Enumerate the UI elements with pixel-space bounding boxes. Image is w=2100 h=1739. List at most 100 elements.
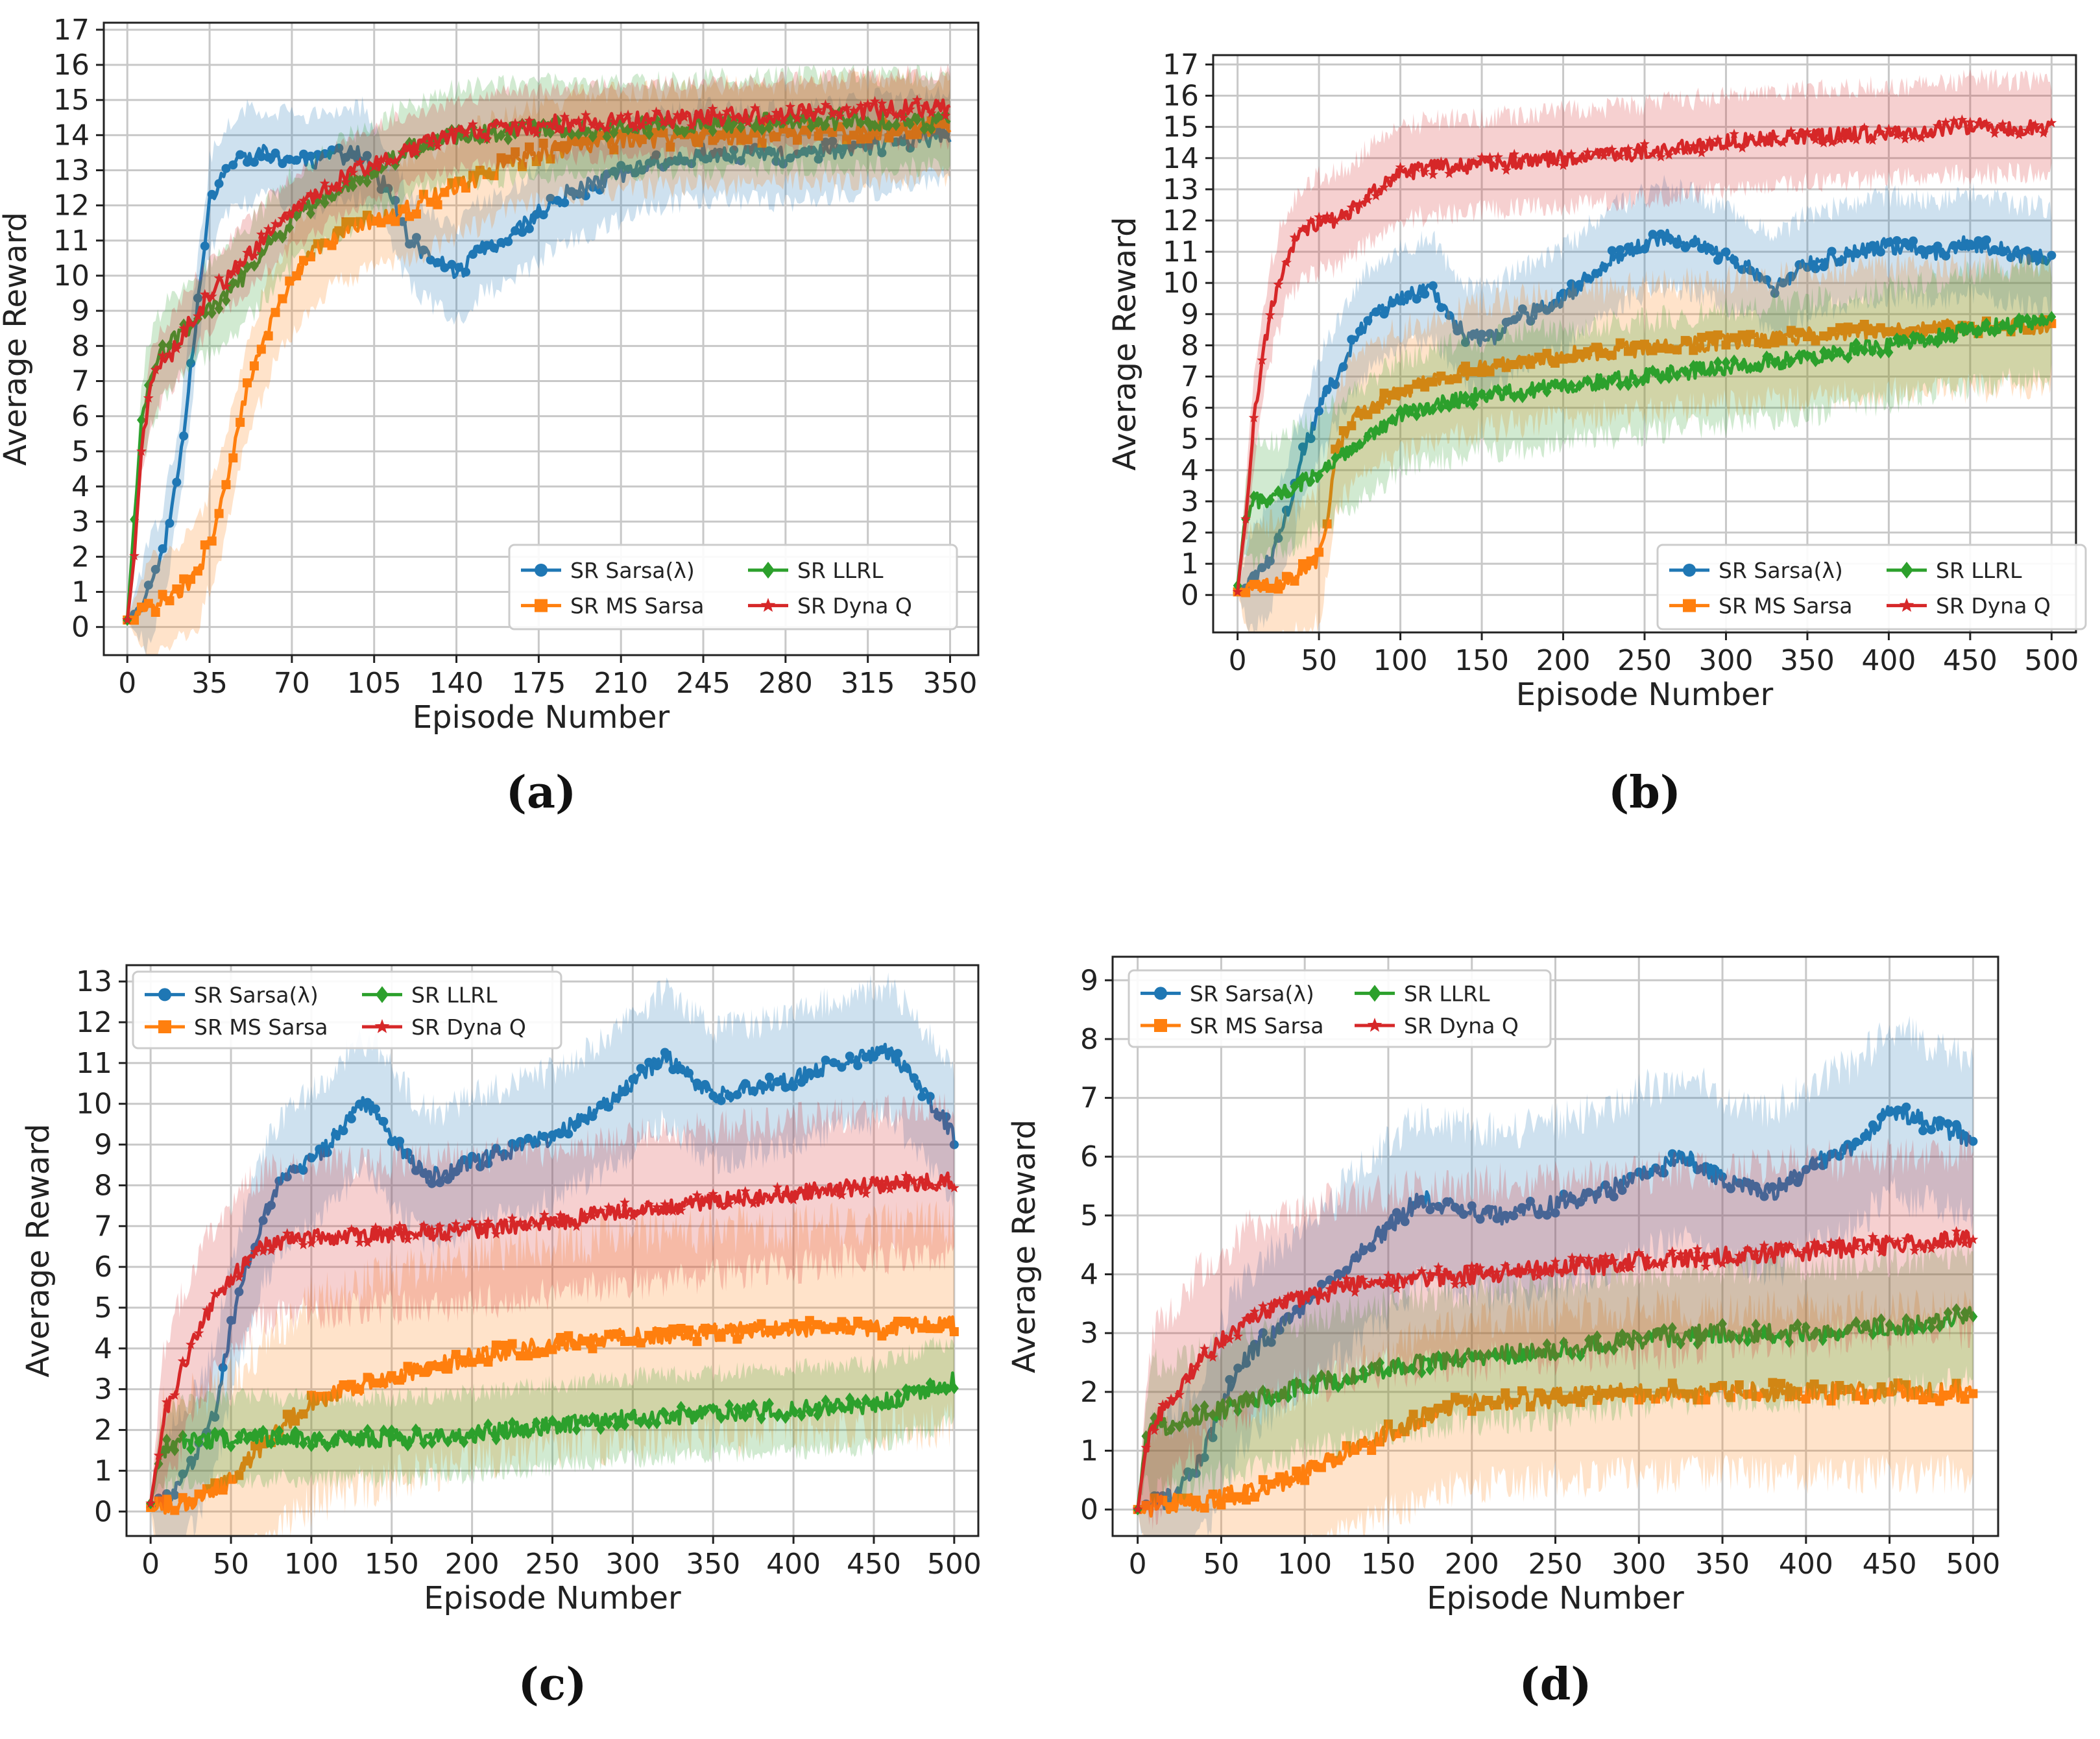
confidence-band: [1237, 252, 2052, 586]
data-point: [330, 1232, 341, 1242]
data-point: [378, 1227, 389, 1238]
legend-item: SR LLRL: [1887, 558, 2022, 583]
data-point: [538, 138, 548, 148]
data-point: [919, 101, 930, 111]
data-point: [708, 1188, 719, 1199]
data-point: [322, 1440, 332, 1453]
data-point: [1322, 461, 1332, 474]
data-point: [1998, 247, 2008, 257]
data-point: [1149, 1425, 1160, 1435]
y-tick-label: 7: [71, 365, 90, 398]
data-point: [1591, 269, 1600, 278]
data-point: [355, 1384, 365, 1394]
data-point: [1400, 1363, 1410, 1376]
data-point: [1745, 132, 1756, 142]
data-point: [904, 104, 915, 114]
data-point: [708, 136, 718, 145]
data-point: [1509, 1211, 1519, 1221]
data-point: [1785, 1392, 1794, 1402]
data-point: [1567, 1349, 1577, 1361]
data-point: [1366, 1277, 1377, 1288]
data-point: [764, 1072, 774, 1082]
data-point: [411, 209, 421, 219]
data-point: [524, 1134, 533, 1144]
data-point: [1730, 354, 1739, 366]
data-point: [524, 224, 534, 234]
data-point: [1592, 1330, 1602, 1343]
series-sr-dyna-q: [1232, 69, 2057, 597]
data-point: [885, 1325, 895, 1334]
data-point: [410, 1230, 421, 1241]
data-point: [1350, 1253, 1360, 1263]
data-point: [844, 1181, 855, 1191]
data-point: [1943, 1306, 1953, 1319]
data-point: [604, 1330, 614, 1339]
data-point: [1819, 262, 1829, 272]
data-point: [1718, 1172, 1728, 1182]
data-point: [806, 121, 816, 133]
data-point: [1428, 377, 1438, 387]
data-point: [1651, 1327, 1661, 1339]
data-point: [1216, 1400, 1226, 1413]
data-point: [1362, 194, 1373, 204]
data-point: [813, 1320, 823, 1330]
data-point: [1591, 380, 1600, 392]
data-point: [1509, 149, 1520, 159]
data-point: [1583, 274, 1593, 283]
data-point: [2022, 313, 2032, 325]
data-point: [1712, 134, 1723, 144]
data-point: [1918, 1126, 1928, 1136]
data-point: [1935, 1321, 1944, 1333]
data-point: [341, 217, 351, 227]
data-point: [1696, 364, 1706, 377]
data-point: [1651, 1394, 1661, 1404]
data-point: [1300, 1476, 1310, 1485]
data-point: [136, 602, 146, 612]
data-point: [1800, 1245, 1811, 1256]
data-point: [666, 156, 675, 166]
data-point: [1851, 134, 1862, 145]
data-point: [298, 1437, 308, 1450]
data-point: [1599, 262, 1609, 272]
data-point: [1704, 135, 1715, 145]
data-point: [242, 247, 252, 258]
data-point: [1639, 138, 1650, 149]
data-point: [773, 1410, 782, 1422]
data-point: [451, 1167, 461, 1177]
data-point: [433, 200, 442, 210]
data-point: [1289, 232, 1300, 242]
data-point: [1640, 244, 1649, 254]
data-point: [722, 152, 732, 162]
data-point: [210, 1412, 220, 1422]
data-point: [1450, 1393, 1460, 1402]
data-point: [1973, 236, 1983, 246]
data-point: [1485, 367, 1495, 377]
data-point: [1347, 421, 1357, 431]
data-point: [714, 110, 725, 120]
data-point: [1567, 354, 1576, 363]
data-point: [1322, 211, 1333, 221]
series-sr-ms-sarsa: [1133, 1289, 1978, 1536]
data-point: [1794, 349, 1804, 361]
data-point: [1692, 1243, 1703, 1254]
data-point: [379, 1424, 389, 1437]
data-point: [1388, 298, 1397, 308]
data-point: [1375, 1229, 1385, 1238]
data-point: [806, 108, 817, 118]
data-point: [263, 152, 273, 162]
legend-marker: [1367, 1018, 1382, 1032]
data-point: [573, 115, 584, 125]
data-point: [427, 1437, 437, 1449]
data-point: [814, 154, 823, 164]
data-point: [1291, 1289, 1302, 1300]
data-point: [566, 118, 577, 128]
data-point: [804, 1068, 814, 1077]
data-point: [1450, 1352, 1460, 1365]
data-point: [603, 1202, 614, 1212]
data-point: [580, 109, 591, 120]
data-point: [1383, 1221, 1393, 1230]
data-point: [1835, 346, 1845, 359]
data-point: [658, 117, 669, 128]
data-point: [398, 204, 407, 214]
data-point: [1417, 1195, 1427, 1205]
